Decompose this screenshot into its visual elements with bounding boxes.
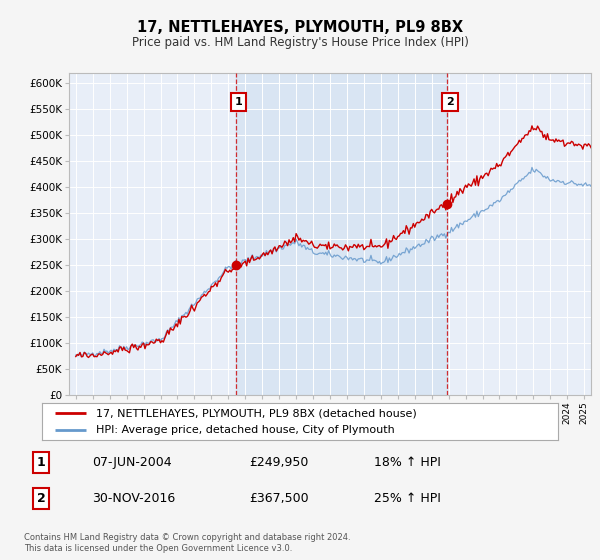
- Text: HPI: Average price, detached house, City of Plymouth: HPI: Average price, detached house, City…: [96, 425, 395, 435]
- Text: Price paid vs. HM Land Registry's House Price Index (HPI): Price paid vs. HM Land Registry's House …: [131, 36, 469, 49]
- Text: 17, NETTLEHAYES, PLYMOUTH, PL9 8BX: 17, NETTLEHAYES, PLYMOUTH, PL9 8BX: [137, 20, 463, 35]
- Text: 07-JUN-2004: 07-JUN-2004: [92, 456, 172, 469]
- Text: 2: 2: [37, 492, 45, 505]
- Text: 25% ↑ HPI: 25% ↑ HPI: [374, 492, 440, 505]
- Bar: [236, 73, 447, 395]
- Text: 30-NOV-2016: 30-NOV-2016: [92, 492, 175, 505]
- Text: £249,950: £249,950: [250, 456, 309, 469]
- Text: 1: 1: [37, 456, 45, 469]
- Text: 17, NETTLEHAYES, PLYMOUTH, PL9 8BX (detached house): 17, NETTLEHAYES, PLYMOUTH, PL9 8BX (deta…: [96, 408, 417, 418]
- Text: £367,500: £367,500: [250, 492, 309, 505]
- Text: 1: 1: [235, 97, 242, 107]
- Text: Contains HM Land Registry data © Crown copyright and database right 2024.
This d: Contains HM Land Registry data © Crown c…: [24, 533, 350, 553]
- Text: 18% ↑ HPI: 18% ↑ HPI: [374, 456, 440, 469]
- Text: 2: 2: [446, 97, 454, 107]
